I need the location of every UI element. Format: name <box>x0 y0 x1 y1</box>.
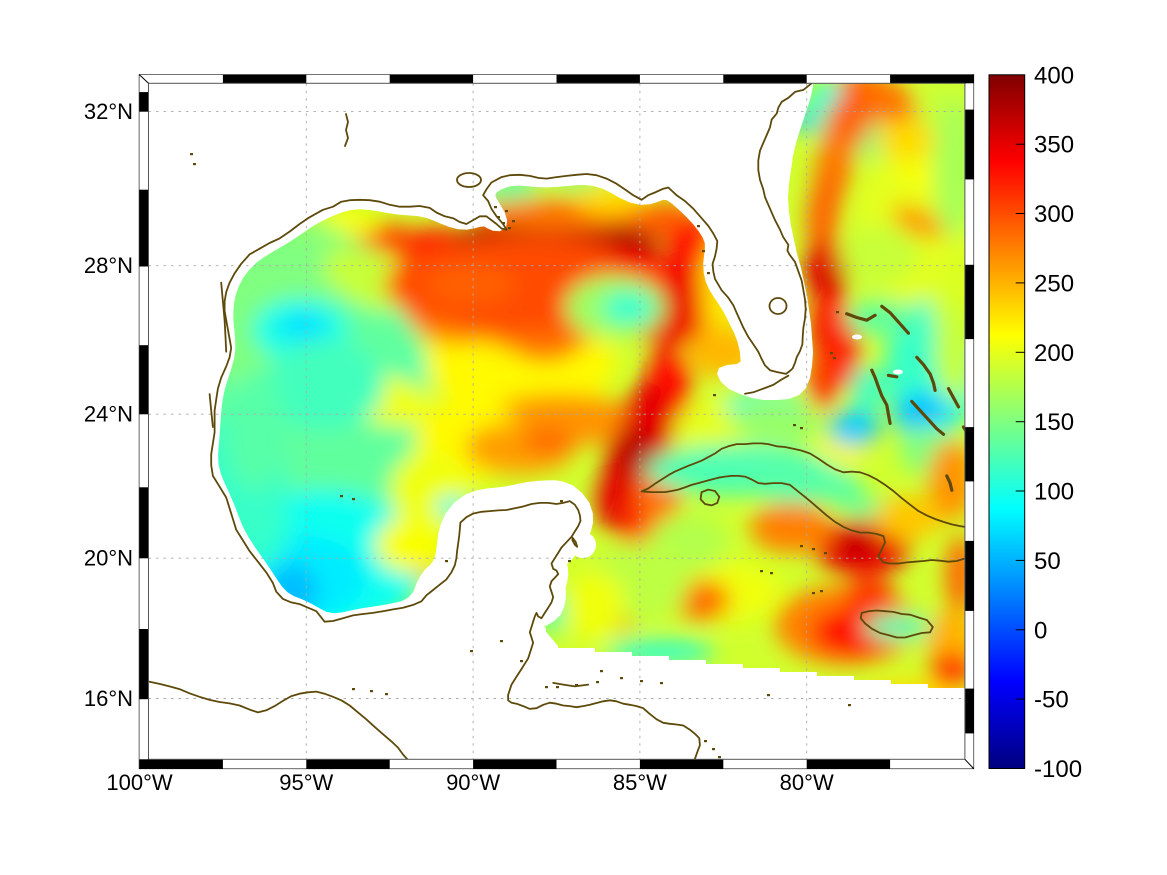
svg-text:350: 350 <box>1034 132 1074 159</box>
svg-text:100°W: 100°W <box>106 770 173 795</box>
svg-text:250: 250 <box>1034 270 1074 297</box>
svg-text:150: 150 <box>1034 409 1074 436</box>
svg-text:200: 200 <box>1034 340 1074 367</box>
svg-text:50: 50 <box>1034 548 1061 575</box>
svg-text:20°N: 20°N <box>84 546 133 571</box>
svg-text:100: 100 <box>1034 479 1074 506</box>
svg-text:28°N: 28°N <box>84 253 133 278</box>
svg-text:0: 0 <box>1034 617 1047 644</box>
svg-text:400: 400 <box>1034 62 1074 89</box>
svg-text:300: 300 <box>1034 201 1074 228</box>
svg-text:-100: -100 <box>1034 756 1082 783</box>
svg-text:24°N: 24°N <box>84 402 133 427</box>
svg-text:90°W: 90°W <box>446 770 500 795</box>
svg-text:-50: -50 <box>1034 687 1069 714</box>
svg-text:80°W: 80°W <box>780 770 834 795</box>
svg-text:32°N: 32°N <box>84 99 133 124</box>
svg-text:85°W: 85°W <box>613 770 667 795</box>
svg-text:95°W: 95°W <box>279 770 333 795</box>
svg-text:16°N: 16°N <box>84 686 133 711</box>
